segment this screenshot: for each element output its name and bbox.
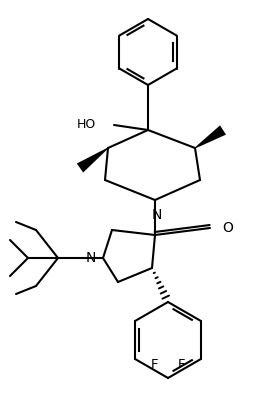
Text: F: F xyxy=(177,357,185,370)
Text: F: F xyxy=(151,357,159,370)
Text: O: O xyxy=(222,221,233,235)
Text: N: N xyxy=(152,208,162,222)
Text: N: N xyxy=(85,251,96,265)
Text: HO: HO xyxy=(77,118,96,131)
Polygon shape xyxy=(195,126,226,148)
Polygon shape xyxy=(77,147,108,173)
